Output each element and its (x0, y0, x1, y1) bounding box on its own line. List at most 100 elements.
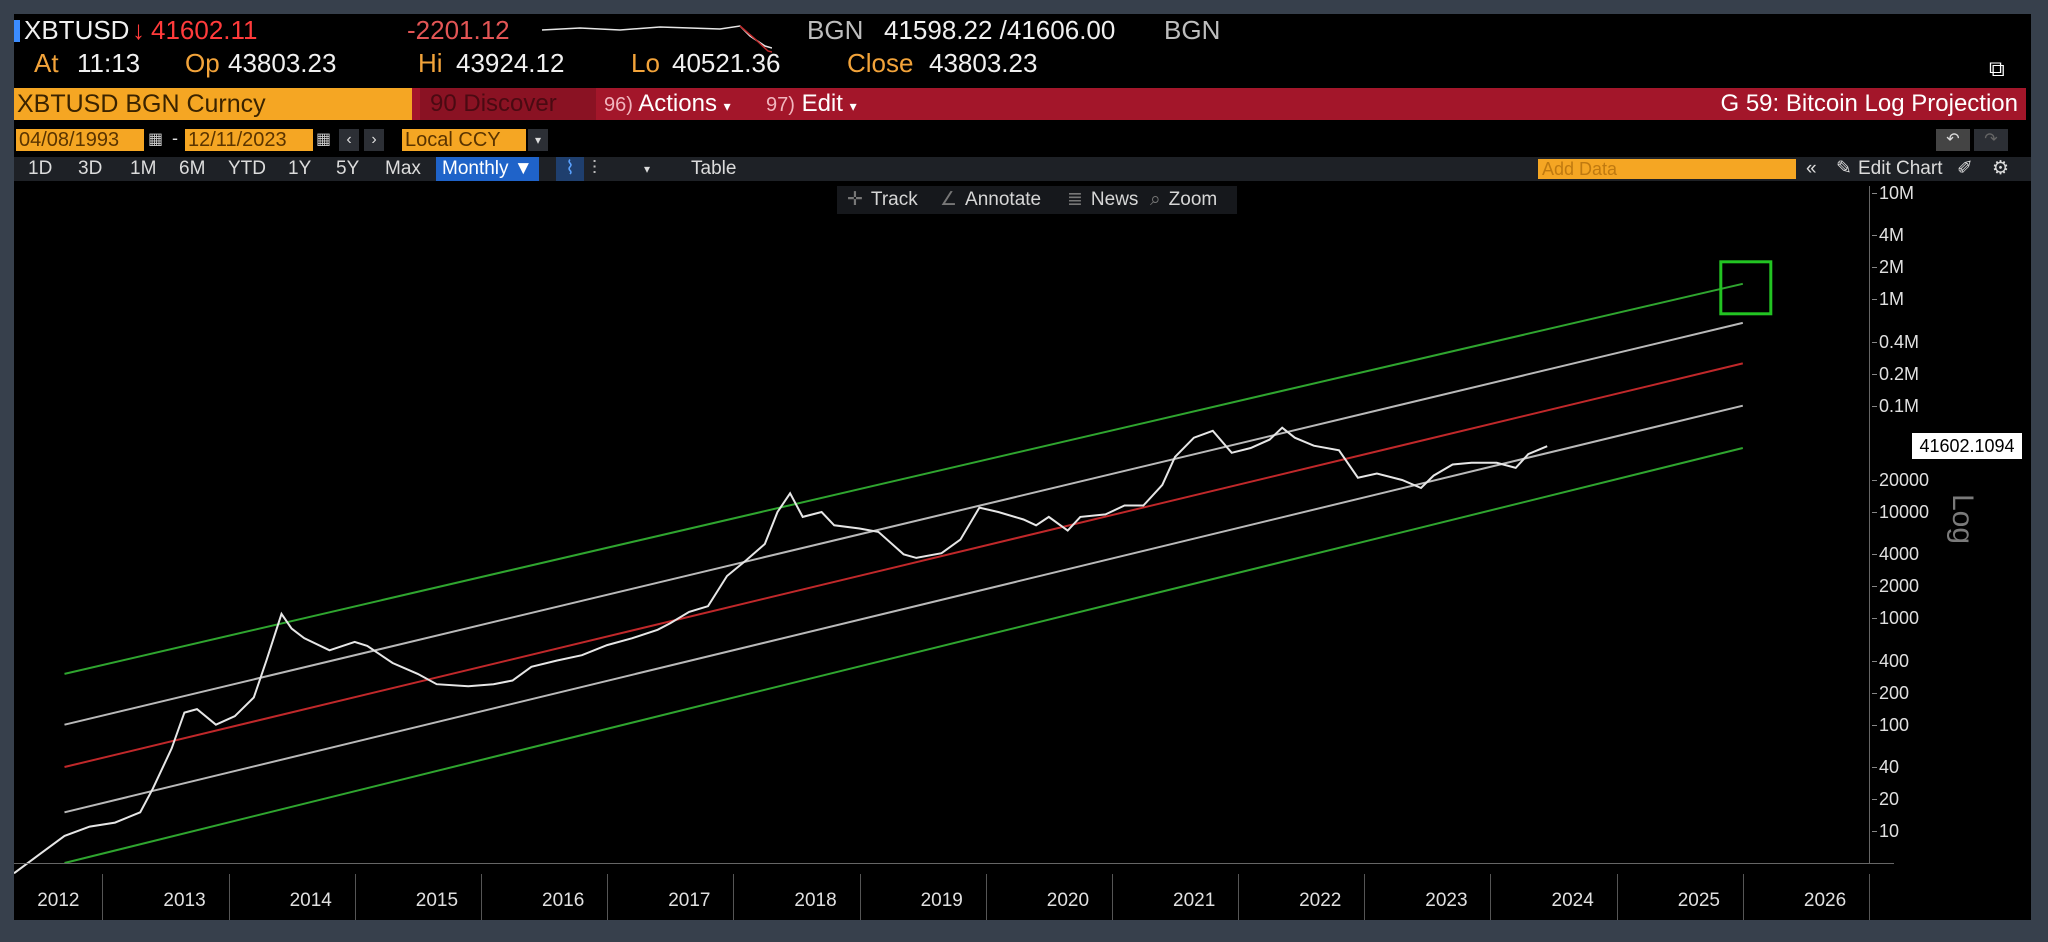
actions-label: Actions (638, 90, 717, 117)
price-series-line (14, 426, 1548, 875)
calendar-icon[interactable]: ▦ (316, 131, 332, 148)
last-value-label: 41602.1094 (1912, 433, 2022, 459)
pencil-icon[interactable]: ✎ (1836, 158, 1852, 179)
open-price: 43803.23 (228, 48, 337, 78)
undo-icon[interactable]: ↶ (1936, 129, 1970, 151)
channel-upper-green (64, 282, 1744, 675)
annotate-label: Annotate (965, 189, 1042, 210)
x-tick-label: 2016 (542, 890, 585, 911)
period-5y[interactable]: 5Y (336, 158, 360, 179)
at-label: At (34, 48, 59, 78)
high-label: Hi (418, 48, 443, 78)
news-label: News (1090, 189, 1139, 210)
low-label: Lo (631, 48, 660, 78)
bid-ask-source: BGN (807, 15, 864, 45)
edit-chart-button[interactable]: Edit Chart (1858, 158, 1943, 179)
x-tick-label: 2022 (1299, 890, 1342, 911)
x-tick-label: 2012 (37, 890, 80, 911)
x-tick-label: 2021 (1173, 890, 1216, 911)
chevron-down-icon: ▾ (849, 98, 857, 114)
chart-window: XBTUSD ↓ 41602.11 -2201.12 BGN 41598.22 … (14, 14, 2031, 920)
y-axis-line (1869, 186, 1870, 863)
bar-chart-icon[interactable]: ⫶ (592, 158, 597, 179)
period-1y[interactable]: 1Y (288, 158, 312, 179)
y-tick-label: 10000 (1871, 502, 1930, 522)
actions-menu[interactable]: 96) Actions ▾ (604, 88, 731, 120)
y-tick-label: 20000 (1871, 469, 1930, 490)
x-tick-separator (228, 874, 230, 920)
y-tick-label: 0.2M (1871, 363, 1920, 384)
at-time: 11:13 (77, 48, 141, 78)
popout-icon[interactable]: ⧉ (1989, 56, 2005, 81)
end-date-field[interactable]: 12/11/2023 (185, 129, 313, 151)
redo-icon[interactable]: ↷ (1974, 129, 2008, 151)
security-color-tag (14, 20, 20, 42)
x-tick-label: 2017 (668, 890, 711, 911)
x-tick-separator (1869, 874, 1870, 920)
x-tick-label: 2013 (163, 890, 206, 911)
x-tick-separator (102, 874, 104, 920)
chart-toolbar: 1D 3D 1M 6M YTD 1Y 5Y Max Monthly ▼ ⌇ ⫶ … (14, 157, 2031, 181)
zoom-tool[interactable]: ⌕ Zoom (1150, 186, 1217, 214)
collapse-icon[interactable]: « (1806, 158, 1817, 179)
x-tick-label: 2018 (794, 890, 837, 911)
net-change: -2201.12 (407, 15, 510, 45)
channel-lower-green (64, 447, 1744, 864)
channel-mid-red (64, 362, 1744, 768)
y-tick-label: 10 (1871, 821, 1900, 841)
frequency-dropdown[interactable]: Monthly ▼ (436, 157, 539, 181)
track-tool[interactable]: ✛ Track (847, 186, 918, 214)
y-tick-label: 4M (1871, 225, 1905, 246)
y-tick-label: 0.1M (1871, 395, 1920, 416)
x-tick-label: 2015 (415, 890, 459, 911)
x-tick-separator (607, 874, 609, 920)
calendar-icon[interactable]: ▦ (148, 131, 164, 148)
security-name-field[interactable]: XBTUSD BGN Curncy (14, 88, 412, 120)
track-label: Track (870, 189, 918, 210)
menu-bar: XBTUSD BGN Curncy 90 Discover 96) Action… (14, 88, 2026, 120)
x-tick-label: 2014 (289, 890, 332, 911)
period-ytd[interactable]: YTD (228, 158, 266, 179)
discover-menu[interactable]: 90 Discover (420, 88, 596, 120)
edit-menu[interactable]: 97) Edit ▾ (766, 88, 857, 120)
news-icon: ≣ (1067, 189, 1083, 210)
x-tick-separator (354, 874, 356, 920)
actions-number: 96) (604, 94, 633, 116)
currency-field[interactable]: Local CCY (402, 129, 526, 151)
draw-icon[interactable]: ✐ (1957, 158, 1973, 179)
annotate-icon: ∠ (940, 189, 958, 210)
period-3d[interactable]: 3D (78, 158, 103, 179)
magnifier-icon: ⌕ (1150, 189, 1161, 210)
chart-tools-strip: ✛ Track ∠ Annotate ≣ News ⌕ Zoom (837, 186, 1237, 214)
news-tool[interactable]: ≣ News (1067, 186, 1138, 214)
low-price: 40521.36 (672, 48, 781, 78)
close-price: 43803.23 (929, 48, 1038, 78)
last-price: 41602.11 (151, 15, 258, 45)
period-6m[interactable]: 6M (179, 158, 206, 179)
table-button[interactable]: Table (691, 158, 737, 179)
period-1d[interactable]: 1D (28, 158, 53, 179)
x-tick-separator (985, 874, 987, 920)
annotate-tool[interactable]: ∠ Annotate (940, 186, 1041, 214)
down-arrow-icon: ↓ (132, 15, 145, 45)
x-tick-separator (1616, 874, 1618, 920)
period-max[interactable]: Max (385, 158, 421, 179)
prev-period-button[interactable]: ‹ (339, 129, 359, 151)
x-tick-separator (733, 874, 735, 920)
period-1m[interactable]: 1M (130, 158, 157, 179)
x-tick-separator (859, 874, 861, 920)
currency-dropdown-icon[interactable]: ▾ (528, 129, 548, 151)
start-date-field[interactable]: 04/08/1993 (16, 129, 144, 151)
y-tick-label: 2M (1871, 257, 1905, 278)
gear-icon[interactable]: ⚙ (1992, 158, 2010, 179)
bid-ask: 41598.22 /41606.00 (884, 15, 1116, 45)
y-tick-label: 2000 (1871, 576, 1920, 597)
x-tick-separator (1238, 874, 1239, 920)
close-label: Close (847, 48, 914, 78)
add-data-field[interactable]: Add Data (1538, 159, 1796, 179)
line-chart-icon[interactable]: ⌇ (556, 157, 584, 181)
chart-type-dropdown-icon[interactable]: ▾ (644, 162, 651, 176)
x-tick-label: 2024 (1551, 890, 1594, 911)
next-period-button[interactable]: › (364, 129, 384, 151)
chart-plot[interactable] (14, 14, 2031, 920)
